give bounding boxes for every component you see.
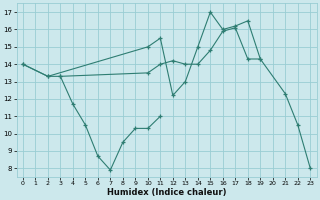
X-axis label: Humidex (Indice chaleur): Humidex (Indice chaleur) (107, 188, 226, 197)
